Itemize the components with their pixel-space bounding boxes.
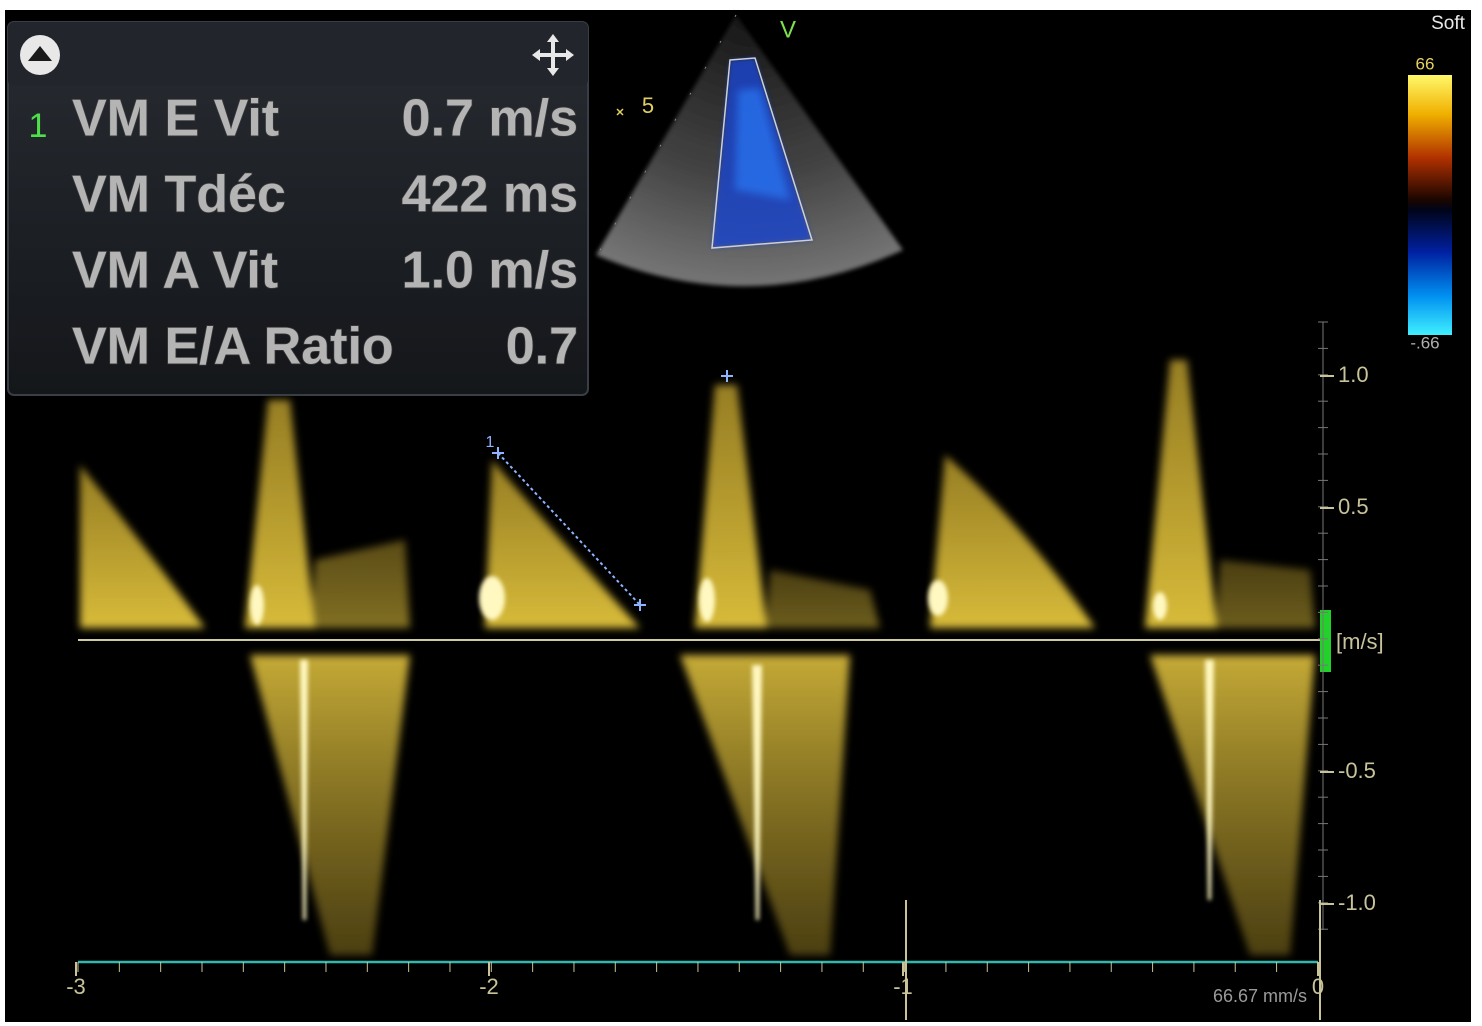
velocity-label: -1.0	[1338, 890, 1376, 915]
time-label: 0	[1312, 974, 1324, 999]
velocity-label: -0.5	[1338, 758, 1376, 783]
row-value: 422 ms	[402, 166, 578, 224]
color-bar-max: 66	[1416, 54, 1435, 73]
sector-marker: V	[780, 16, 796, 43]
caliper-label: 1	[486, 434, 495, 451]
measurement-panel: 1 VM E Vit 0.7 m/s VM Tdéc 422 ms VM A Vit 1.0…	[8, 22, 588, 395]
row-label: VM E/A Ratio	[72, 318, 394, 376]
row-label: VM E Vit	[72, 90, 279, 148]
depth-label: 5	[642, 93, 654, 118]
time-label: -3	[66, 974, 86, 999]
baseline-handle[interactable]	[1320, 610, 1331, 672]
ultrasound-screen: V 5 Soft 66 -.66	[0, 0, 1482, 1026]
velocity-label: 0.5	[1338, 494, 1369, 519]
sweep-speed: 66.67 mm/s	[1213, 986, 1307, 1006]
preset-label: Soft	[1431, 13, 1466, 34]
row-value: 1.0 m/s	[402, 242, 578, 300]
row-value: 0.7 m/s	[402, 90, 578, 148]
row-label: VM Tdéc	[72, 166, 286, 224]
row-label: VM A Vit	[72, 242, 278, 300]
time-label: -1	[893, 974, 913, 999]
velocity-unit: [m/s]	[1336, 629, 1384, 654]
row-index: 1	[29, 107, 48, 145]
row-value: 0.7	[506, 318, 578, 376]
color-bar-min: -.66	[1410, 333, 1439, 352]
velocity-label: 1.0	[1338, 362, 1369, 387]
time-label: -2	[479, 974, 499, 999]
